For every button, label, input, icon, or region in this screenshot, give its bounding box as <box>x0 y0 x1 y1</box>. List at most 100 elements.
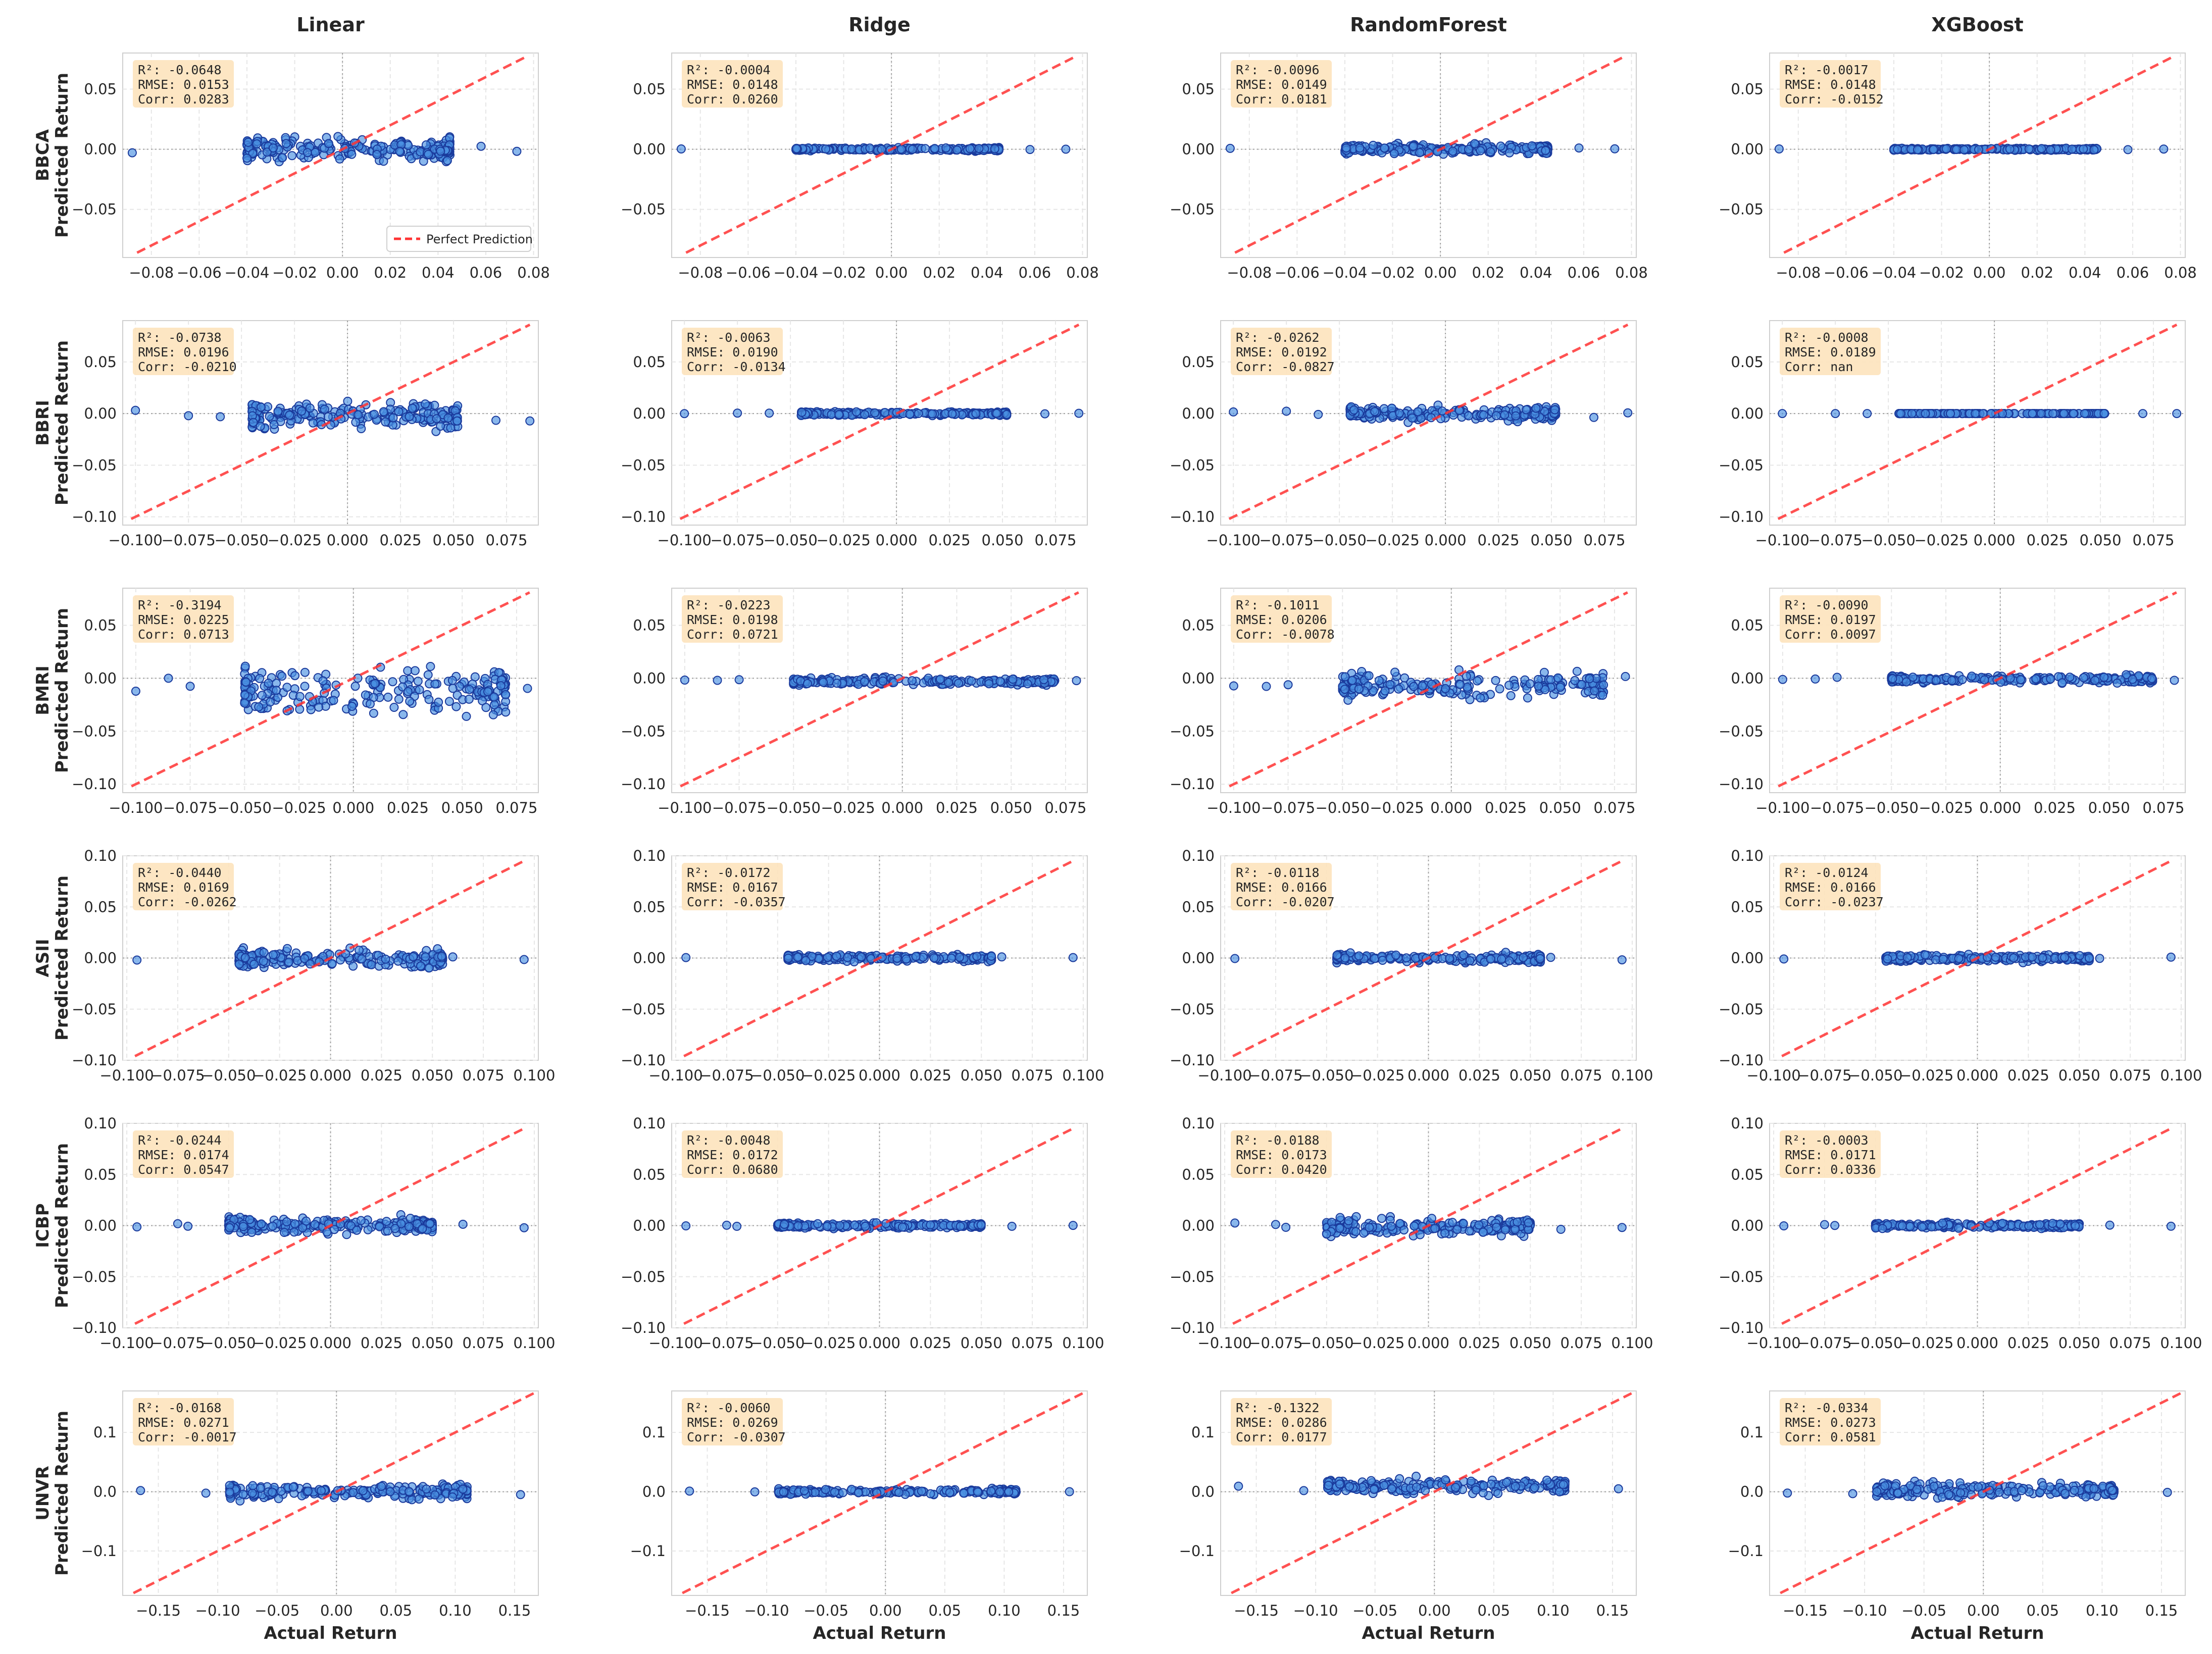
x-tick-label: −0.025 <box>272 799 326 816</box>
x-tick-label: −0.075 <box>699 1067 753 1084</box>
data-point <box>240 698 249 708</box>
data-point-outlier <box>1283 680 1293 690</box>
x-tick-label: 0.000 <box>1430 799 1472 816</box>
x-tick-label: 0.100 <box>1611 1067 1653 1084</box>
data-point <box>944 678 953 687</box>
data-point <box>896 144 906 154</box>
y-tick-label: 0.00 <box>633 405 666 422</box>
data-point <box>297 406 307 416</box>
x-tick-label: −0.050 <box>1865 799 1919 816</box>
data-point <box>433 944 442 954</box>
data-point-outlier <box>2138 409 2147 419</box>
data-point <box>801 956 811 965</box>
data-point-outlier <box>1610 144 1620 153</box>
data-point <box>1572 666 1582 676</box>
data-point <box>1409 141 1418 151</box>
data-point <box>372 150 382 160</box>
legend-label: Perfect Prediction <box>426 232 533 246</box>
x-tick-label: −0.04 <box>1872 264 1917 281</box>
y-tick-label: 0.00 <box>633 669 666 687</box>
x-tick-label: −0.100 <box>648 1067 702 1084</box>
x-tick-label: −0.050 <box>1848 1067 1902 1084</box>
data-point <box>2048 409 2057 419</box>
y-tick-label: −0.10 <box>72 508 117 526</box>
x-tick-label: −0.100 <box>109 799 163 816</box>
data-point <box>843 953 852 962</box>
data-point <box>390 1224 400 1233</box>
y-tick-label: 0.05 <box>633 1166 666 1183</box>
y-tick-label: 0.10 <box>84 847 117 864</box>
y-tick-label: −0.10 <box>72 776 117 793</box>
data-point <box>259 957 268 966</box>
data-point <box>242 153 252 163</box>
data-point <box>2059 409 2069 419</box>
row-ticker: BMRI <box>33 665 53 715</box>
data-point <box>1409 682 1419 691</box>
column-title-randomforest: RandomForest <box>1350 14 1507 36</box>
data-point <box>481 703 491 712</box>
x-tick-label: 0.000 <box>1956 1067 1998 1084</box>
data-point <box>1504 681 1514 690</box>
y-tick-label: −0.05 <box>72 1001 117 1018</box>
data-point <box>443 414 453 423</box>
x-tick-label: 0.025 <box>361 1067 403 1084</box>
stat-corr: Corr: 0.0420 <box>1236 1162 1327 1177</box>
data-point <box>281 139 291 148</box>
stat-corr: Corr: 0.0721 <box>687 627 778 642</box>
data-point <box>1455 680 1465 689</box>
panel-bmri-ridge: −0.100 −0.075 −0.050 −0.025 0.000 0.025 0.050 0… <box>621 588 1088 816</box>
legend-box <box>386 226 531 252</box>
data-point <box>483 687 492 696</box>
data-point <box>792 144 801 153</box>
data-point <box>444 697 454 706</box>
data-point-outlier <box>1778 409 1787 419</box>
y-tick-label: 0.10 <box>1182 847 1215 864</box>
data-point <box>249 959 259 969</box>
x-tick-label: −0.08 <box>678 264 723 281</box>
data-point <box>2069 409 2078 419</box>
data-point-outlier <box>1229 407 1238 417</box>
x-tick-label: 0.075 <box>2142 799 2184 816</box>
x-tick-label: −0.025 <box>1914 532 1968 549</box>
data-point <box>381 954 390 964</box>
data-point <box>1511 1225 1520 1234</box>
data-point <box>926 1220 935 1230</box>
x-tick-label: 0.050 <box>1539 799 1581 816</box>
x-tick-label: 0.050 <box>961 1067 1002 1084</box>
x-tick-label: −0.100 <box>1206 799 1261 816</box>
data-point-outlier <box>1589 412 1598 422</box>
data-point <box>416 961 425 971</box>
x-tick-label: −0.025 <box>821 799 875 816</box>
data-point-outlier <box>1617 1223 1627 1232</box>
data-point <box>878 677 888 686</box>
y-axis-label: Predicted Return <box>52 1143 72 1308</box>
x-tick-label: 0.000 <box>881 799 923 816</box>
data-point <box>1590 686 1599 696</box>
x-tick-label: 0.050 <box>1531 532 1573 549</box>
data-point <box>802 679 812 688</box>
x-tick-label: 0.000 <box>1974 532 2016 549</box>
x-tick-label: −0.100 <box>1206 532 1261 549</box>
data-point <box>430 679 440 689</box>
x-tick-label: −0.100 <box>1197 1067 1251 1084</box>
y-tick-label: 0.10 <box>84 1115 117 1132</box>
panel-asii-randomforest: −0.100−0.075−0.050−0.025 0.000 0.025 0.050 0… <box>1170 847 1653 1084</box>
data-point <box>357 954 367 964</box>
data-point <box>1415 148 1425 158</box>
x-tick-label: −0.100 <box>1746 1067 1800 1084</box>
y-tick-label: 0.05 <box>1182 353 1215 371</box>
data-point <box>1440 1228 1449 1238</box>
data-point <box>1374 676 1384 685</box>
data-point-outlier <box>1574 143 1584 153</box>
data-point <box>976 1220 986 1230</box>
data-point <box>2028 952 2037 962</box>
column-title-xgboost: XGBoost <box>1931 14 2023 36</box>
x-tick-label: 0.02 <box>1472 264 1504 281</box>
x-tick-label: −0.100 <box>658 799 712 816</box>
row-ticker: ICBP <box>33 1203 53 1248</box>
data-point-outlier <box>1556 1224 1566 1234</box>
stat-rmse: RMSE: 0.0225 <box>138 612 229 627</box>
data-point <box>1476 146 1485 156</box>
data-point <box>984 679 994 689</box>
